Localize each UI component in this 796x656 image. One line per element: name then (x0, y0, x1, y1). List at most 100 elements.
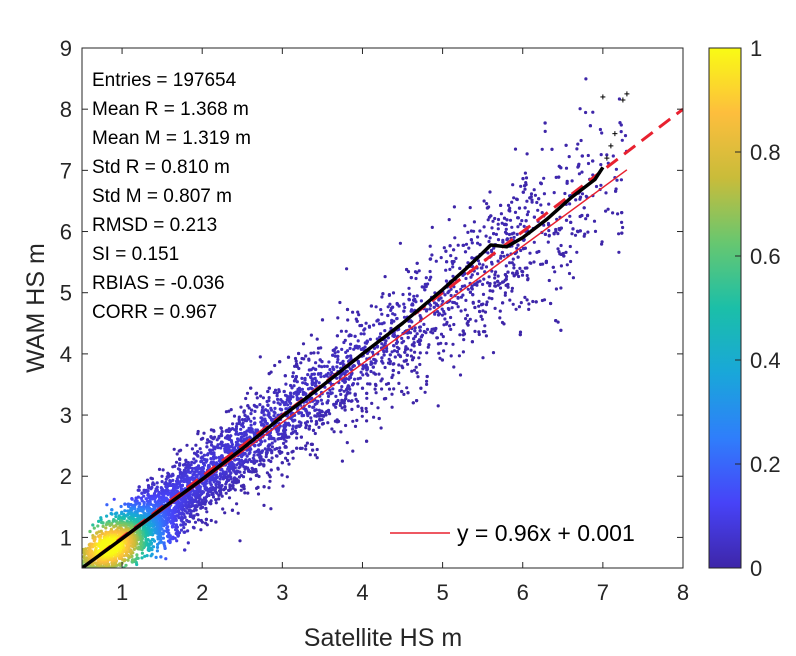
scatter-point (312, 351, 316, 355)
scatter-point (412, 356, 416, 360)
scatter-point (554, 319, 558, 323)
scatter-point (131, 584, 134, 587)
scatter-point (519, 301, 523, 305)
scatter-point (410, 343, 414, 347)
scatter-point (442, 323, 446, 327)
scatter-point (320, 402, 324, 406)
scatter-point (253, 409, 257, 413)
scatter-point (556, 320, 560, 324)
scatter-point (336, 350, 340, 354)
scatter-point (505, 238, 509, 242)
scatter-point (179, 448, 183, 452)
scatter-point (491, 219, 495, 223)
scatter-point (364, 321, 368, 325)
scatter-point (319, 371, 323, 376)
scatter-point (280, 461, 284, 465)
scatter-point (239, 427, 243, 431)
scatter-point (238, 465, 242, 469)
scatter-point (617, 250, 621, 254)
scatter-point (105, 514, 109, 518)
scatter-point (205, 445, 209, 449)
scatter-point (579, 138, 583, 143)
scatter-point (395, 350, 399, 354)
scatter-point (360, 409, 364, 413)
scatter-point (208, 480, 212, 484)
scatter-point (94, 574, 97, 577)
scatter-point (402, 309, 406, 313)
scatter-point (472, 229, 476, 233)
scatter-point (295, 446, 299, 450)
scatter-point (78, 572, 81, 575)
scatter-point (343, 408, 347, 412)
scatter-point (231, 486, 235, 490)
scatter-point (149, 554, 153, 558)
scatter-point (221, 507, 225, 511)
scatter-point (554, 175, 558, 179)
scatter-point (412, 294, 416, 298)
scatter-point (428, 244, 432, 248)
scatter-point (328, 388, 332, 392)
scatter-point (481, 356, 485, 360)
scatter-point (491, 289, 495, 293)
scatter-point (507, 232, 511, 237)
scatter-point (406, 336, 410, 340)
scatter-point (392, 344, 396, 348)
scatter-point (365, 391, 369, 395)
scatter-point (91, 523, 95, 527)
scatter-point (94, 546, 98, 550)
scatter-point (171, 478, 175, 482)
scatter-point (525, 273, 529, 278)
scatter-point (174, 525, 178, 529)
scatter-point (83, 583, 86, 586)
scatter-point (454, 256, 458, 260)
scatter-point (518, 222, 523, 226)
scatter-point (368, 382, 372, 386)
scatter-point (190, 466, 195, 471)
scatter-point (324, 410, 328, 414)
scatter-point (258, 355, 262, 359)
scatter-point (417, 325, 422, 329)
scatter-point (103, 573, 106, 576)
scatter-point (462, 243, 466, 247)
scatter-point (120, 570, 123, 573)
scatter-point (126, 558, 130, 562)
scatter-point (470, 273, 474, 277)
scatter-point (255, 473, 259, 477)
scatter-point (223, 485, 227, 490)
scatter-point (199, 506, 203, 510)
scatter-point (466, 319, 470, 324)
scatter-point (428, 269, 432, 274)
scatter-point (461, 329, 465, 333)
scatter-point (380, 377, 384, 381)
scatter-point (619, 123, 623, 127)
scatter-point (269, 370, 273, 374)
scatter-point (352, 347, 356, 351)
scatter-point (98, 573, 101, 576)
scatter-point (81, 590, 84, 593)
scatter-point (506, 203, 511, 207)
scatter-point (390, 375, 394, 380)
scatter-point (444, 342, 448, 346)
scatter-point (599, 183, 603, 187)
scatter-point (539, 203, 543, 207)
scatter-point (381, 292, 385, 296)
scatter-point (525, 199, 529, 203)
scatter-point (214, 456, 218, 460)
scatter-point (405, 267, 409, 272)
scatter-point (103, 578, 106, 581)
scatter-point (403, 305, 407, 310)
scatter-point (242, 410, 246, 414)
scatter-point (283, 421, 287, 425)
scatter-point (361, 367, 365, 371)
scatter-point (318, 417, 322, 422)
scatter-point (382, 353, 386, 357)
scatter-point (322, 364, 327, 368)
scatter-point (397, 371, 401, 375)
scatter-point (425, 379, 429, 383)
scatter-point (290, 450, 294, 454)
scatter-point (262, 503, 266, 507)
scatter-point (511, 302, 515, 306)
scatter-point (261, 405, 265, 410)
scatter-point (77, 548, 80, 551)
scatter-point (101, 521, 105, 525)
